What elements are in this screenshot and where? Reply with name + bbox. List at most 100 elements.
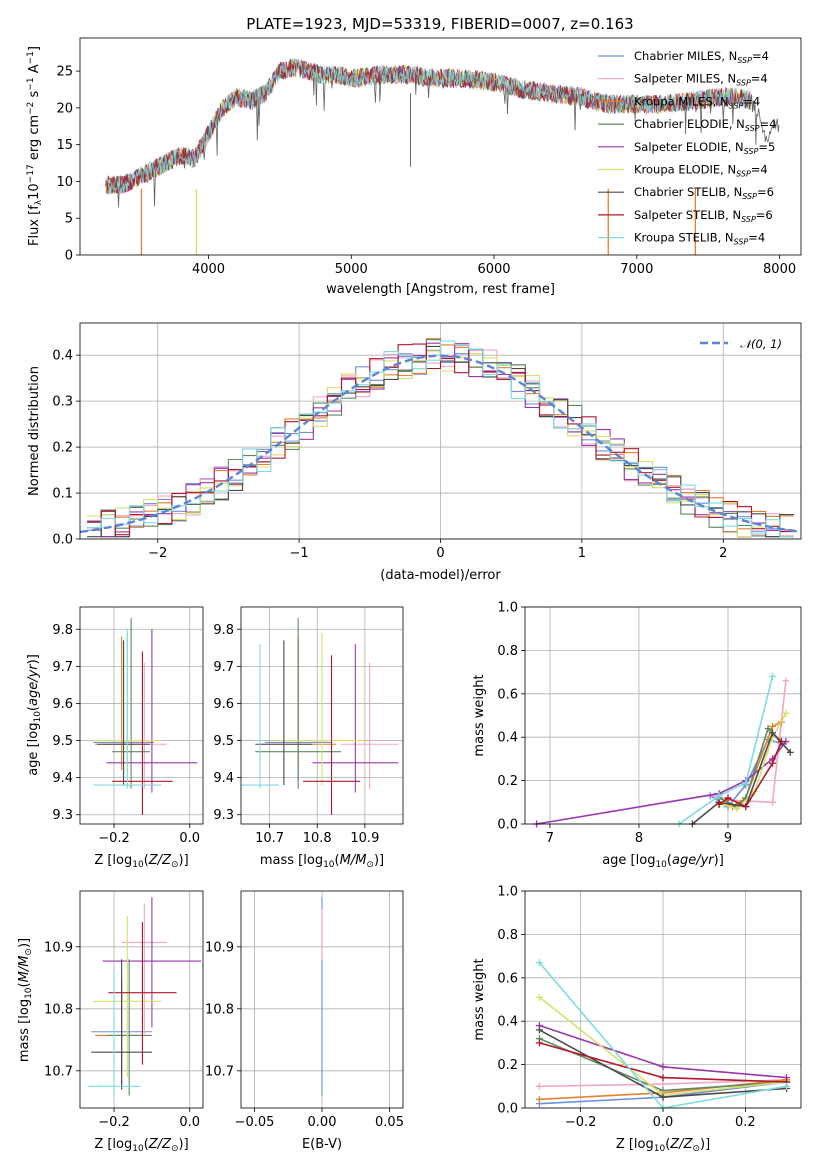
label-part: M/M <box>17 956 32 983</box>
label-part: 10 <box>132 860 144 870</box>
label-part: Z/Z <box>148 853 172 868</box>
label-part: Z/Z <box>148 1137 172 1152</box>
x-tick-label: −2 <box>148 546 167 561</box>
label-part: ( <box>667 853 672 868</box>
label-part: age/yr <box>26 663 41 706</box>
panel-mass_vs_Z: −0.2 0.010.710.810.9Z [log10(Z/Z⊙)]mass [… <box>17 890 204 1154</box>
legend-text: Salpeter STELIB, N <box>634 208 741 222</box>
legend-label: Kroupa MILES, NSSP=4 <box>634 94 760 110</box>
label-part: ( <box>665 1137 670 1152</box>
label-part: Z [log <box>94 853 132 868</box>
x-tick-label: 5000 <box>335 262 368 277</box>
x-tick-label: 10.7 <box>255 831 284 846</box>
label-part: λ <box>34 199 44 205</box>
legend-sub: SSP <box>737 56 752 65</box>
figure-title: PLATE=1923, MJD=53319, FIBERID=0007, z=0… <box>246 15 633 33</box>
label-part: )] <box>179 853 189 868</box>
label-part: s <box>27 90 42 101</box>
label-part: ( <box>144 1137 149 1152</box>
weight-marker <box>535 993 543 1001</box>
weight-marker <box>659 1063 667 1071</box>
plot-area <box>241 607 403 824</box>
legend-text: Chabrier STELIB, N <box>634 185 742 199</box>
weight-marker <box>659 1080 667 1088</box>
label-part: M/M <box>340 853 367 868</box>
y-tick-label: 9.4 <box>213 771 234 786</box>
axes-frame <box>524 606 802 825</box>
weight-marker <box>659 1074 667 1082</box>
plot-area <box>105 58 780 255</box>
x-tick-label: −0.2 <box>98 831 130 846</box>
x-tick-label: −1 <box>290 546 309 561</box>
panel-residuals: −2 −1 0 1 2 0.0 0.1 0.2 0.3 0.4 (data-model)/error… <box>27 322 802 583</box>
plot-area <box>241 891 403 1108</box>
legend-value: =4 <box>748 231 765 245</box>
label-part: age [log <box>26 723 41 776</box>
y-tick-label: 9.5 <box>52 734 73 749</box>
legend-sub: SSP <box>741 215 756 224</box>
panel-spectrum: 4000 5000 6000 7000 8000 0 5 10 15 20 25 wavelength… <box>26 37 802 297</box>
y-tick-label: 0.2 <box>497 1058 518 1073</box>
x-tick-label: −0.2 <box>565 1115 597 1130</box>
label-part: age/yr <box>672 853 715 868</box>
y-tick-label: 9.7 <box>213 660 234 675</box>
y-tick-label: 10.7 <box>44 1064 73 1079</box>
weight-marker <box>535 1082 543 1090</box>
legend-label: Chabrier STELIB, NSSP=6 <box>634 185 774 201</box>
y-tick-label: 10.8 <box>44 1002 73 1017</box>
label-part: A <box>27 64 42 77</box>
y-tick-label: 10.9 <box>205 940 234 955</box>
label-part: ( <box>335 853 340 868</box>
weight-marker <box>782 709 790 717</box>
x-tick-label: 7000 <box>620 262 653 277</box>
x-tick-label: 4000 <box>192 262 225 277</box>
weight-marker <box>733 805 741 813</box>
weight-marker <box>782 677 790 685</box>
weight-marker <box>769 722 777 730</box>
x-tick-label: 1 <box>578 546 586 561</box>
y-tick-label: 0.4 <box>497 1015 518 1030</box>
x-axis-label: E(B-V) <box>302 1137 342 1152</box>
label-part: )] <box>26 654 41 664</box>
y-tick-label: 0.2 <box>52 441 73 456</box>
y-tick-label: 9.6 <box>52 697 73 712</box>
x-tick-label: 8000 <box>763 262 796 277</box>
y-tick-label: 10.8 <box>205 1002 234 1017</box>
x-tick-label: 0.05 <box>375 1115 404 1130</box>
y-axis-label: age [log10(age/yr)] <box>26 654 43 776</box>
legend-label: Salpeter STELIB, NSSP=6 <box>634 208 773 224</box>
y-tick-label: 0.0 <box>52 533 73 548</box>
label-part: Z [log <box>94 1137 132 1152</box>
legend-sub: SSP <box>736 79 751 88</box>
y-tick-label: 0.3 <box>52 395 73 410</box>
legend-text: Kroupa MILES, N <box>634 94 729 108</box>
weight-marker <box>535 1039 543 1047</box>
y-tick-label: 9.8 <box>213 623 234 638</box>
plot-area <box>79 323 802 540</box>
y-tick-label: 9.3 <box>52 808 73 823</box>
x-tick-label: −0.2 <box>98 1115 130 1130</box>
legend-value: =6 <box>756 208 773 222</box>
y-tick-label: 20 <box>56 101 73 116</box>
panel-mass_vs_ebv: −0.05 0.00 0.05 10.7 10.8 10.9 E(B-V) <box>205 890 404 1152</box>
x-tick-label: 10.9 <box>350 831 379 846</box>
label-part: 10 <box>654 1144 666 1154</box>
x-axis-label: wavelength [Angstrom, rest frame] <box>326 282 555 297</box>
x-tick-label: 9 <box>724 831 732 846</box>
panel-weight_vs_age: 7 8 9 0.0 0.2 0.4 0.6 0.8 1.0 age [log10(age/yr)]… <box>472 601 802 870</box>
y-tick-label: 0.6 <box>497 687 518 702</box>
y-tick-label: 0.8 <box>497 928 518 943</box>
y-tick-label: 9.4 <box>52 771 73 786</box>
label-part: )] <box>700 1137 710 1152</box>
legend-text: Kroupa STELIB, N <box>634 231 734 245</box>
histogram-series-8 <box>87 340 794 538</box>
label-part: ( <box>26 706 41 711</box>
label-part: −2 <box>26 102 36 115</box>
x-tick-label: 10.8 <box>303 831 332 846</box>
x-tick-label: 0.0 <box>179 1115 200 1130</box>
legend-sub: SSP <box>745 124 760 133</box>
legend-label: Chabrier ELODIE, NSSP=4 <box>634 117 776 133</box>
plot-area <box>525 606 801 828</box>
y-tick-label: 9.5 <box>213 734 234 749</box>
